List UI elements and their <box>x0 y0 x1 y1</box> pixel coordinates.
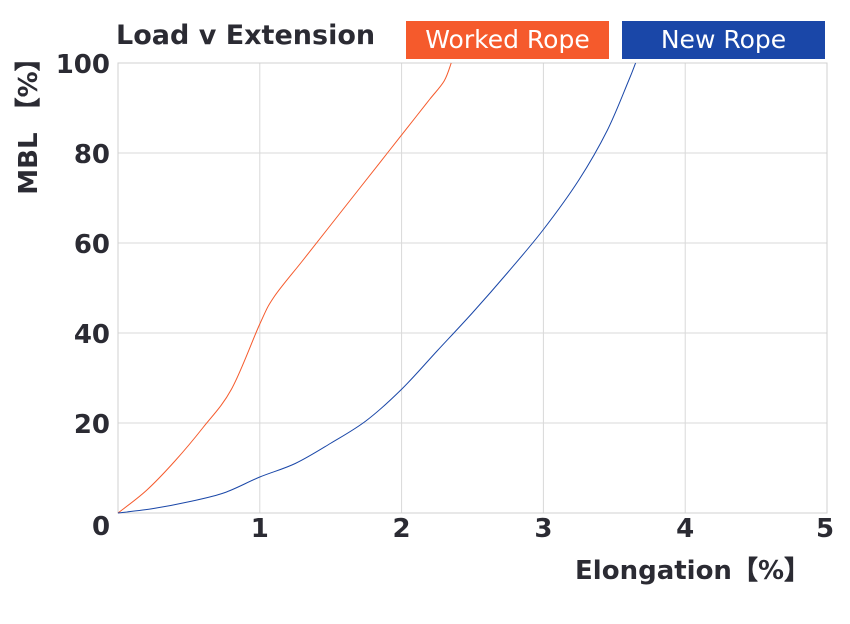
x-tick-label: 3 <box>534 514 552 544</box>
y-tick-label: 40 <box>74 320 110 350</box>
series-line-2 <box>117 62 637 514</box>
tick-labels: 1 2 3 4 5 20 40 60 80 100 <box>56 50 834 544</box>
chart-title: Load v Extension <box>116 20 375 51</box>
x-tick-label: 4 <box>676 514 694 544</box>
x-tick-label: 5 <box>816 514 834 544</box>
legend-label-1: Worked Rope <box>425 25 589 54</box>
y-tick-label: 100 <box>56 50 110 80</box>
legend-label-2: New Rope <box>661 25 786 54</box>
x-axis-label: Elongation【%】 <box>575 556 810 586</box>
legend-swatch-2 <box>622 21 825 59</box>
y-tick-label: 80 <box>74 140 110 170</box>
y-tick-label: 60 <box>74 230 110 260</box>
legend: Worked Rope New Rope <box>406 21 825 59</box>
plot-frame <box>117 62 828 514</box>
legend-swatch-1 <box>406 21 609 59</box>
x-tick-label: 1 <box>251 514 269 544</box>
series-line-1 <box>117 62 452 514</box>
series-group <box>117 62 637 514</box>
grid <box>118 62 828 513</box>
y-tick-label: 20 <box>74 410 110 440</box>
origin-tick-label: 0 <box>92 512 110 542</box>
y-axis-label: MBL 【%】 <box>14 45 44 194</box>
x-tick-label: 2 <box>393 514 411 544</box>
